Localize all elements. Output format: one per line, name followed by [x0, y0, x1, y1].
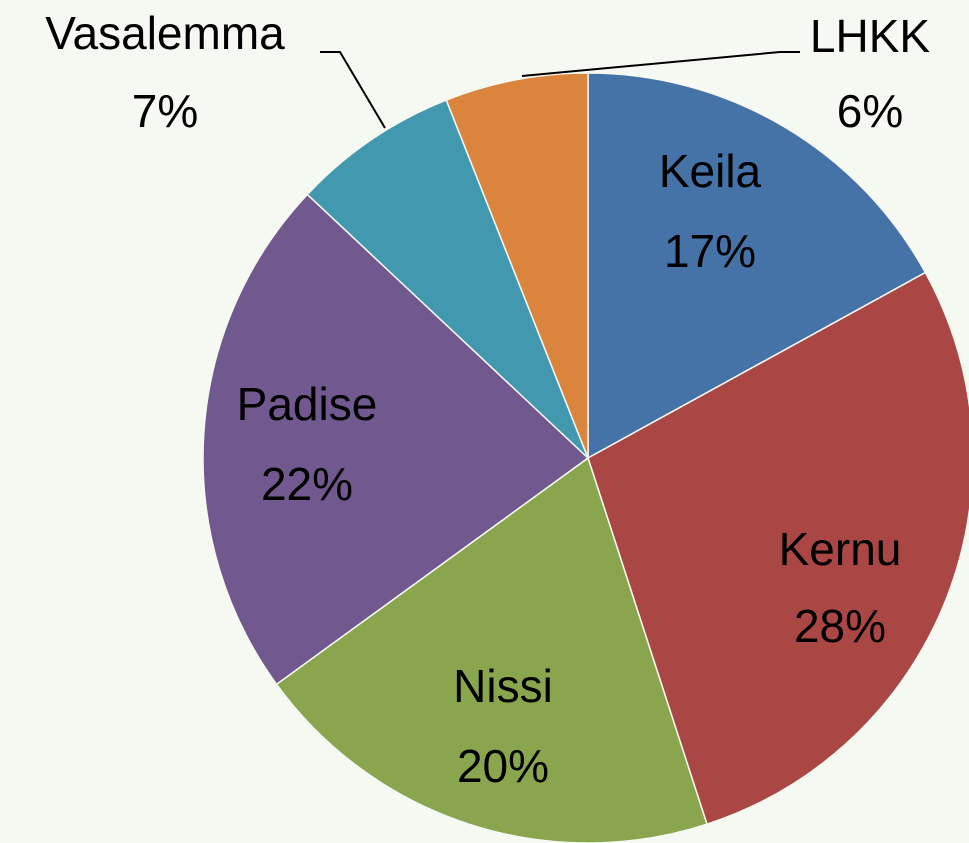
category-label: Padise	[237, 378, 378, 430]
category-label: LHKK	[810, 10, 930, 62]
category-label: Kernu	[779, 523, 902, 575]
value-label: 22%	[261, 458, 353, 510]
value-label: 7%	[132, 85, 198, 137]
pie-slice	[445, 72, 589, 459]
leader-line	[320, 51, 386, 129]
category-label: Vasalemma	[45, 7, 285, 59]
pie-slice	[587, 72, 927, 460]
category-label: Keila	[659, 145, 762, 197]
value-label: 28%	[794, 600, 886, 652]
pie-slice	[587, 271, 969, 826]
value-label: 20%	[457, 740, 549, 792]
value-label: 17%	[664, 225, 756, 277]
pie-slice	[202, 193, 590, 686]
leader-line	[521, 51, 800, 77]
pie-slice	[275, 456, 708, 843]
value-label: 6%	[837, 85, 903, 137]
category-label: Nissi	[453, 660, 553, 712]
pie-slice	[306, 99, 589, 459]
